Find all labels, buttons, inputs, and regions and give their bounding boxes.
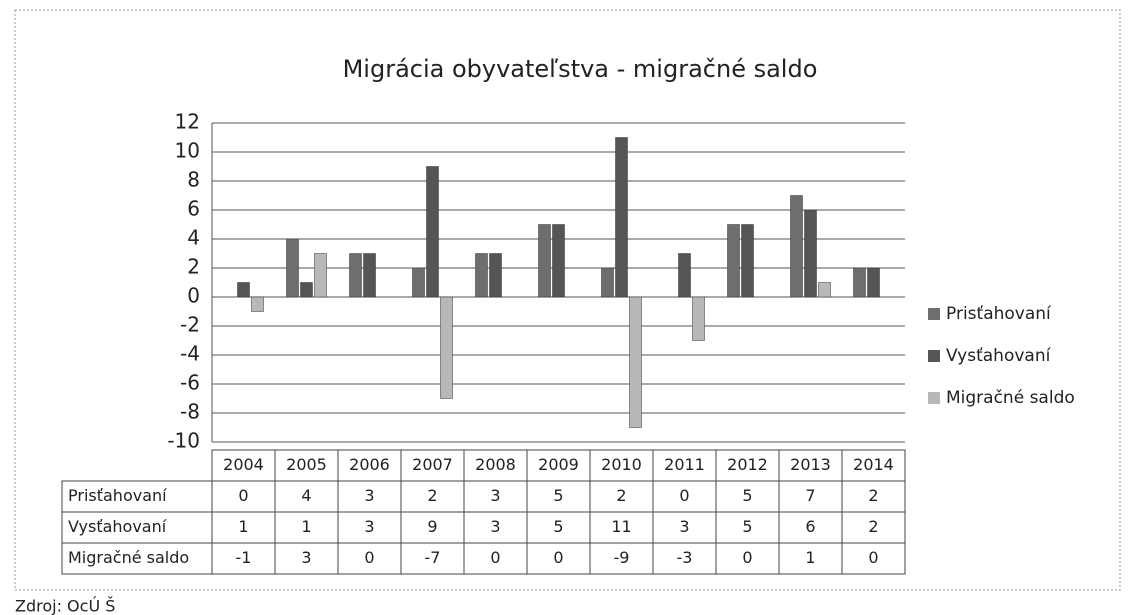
table-cell	[841, 542, 906, 575]
bar	[678, 253, 691, 298]
table-row-label: Vysťahovaní	[68, 517, 167, 536]
table-value: 0	[490, 548, 500, 567]
x-tick-label: 2010	[601, 455, 642, 474]
bar	[538, 224, 551, 298]
table-value: 6	[805, 517, 815, 536]
bar	[790, 195, 803, 298]
table-value: 0	[364, 548, 374, 567]
legend-swatch	[928, 308, 940, 320]
table-value: 1	[301, 517, 311, 536]
table-value: 4	[301, 486, 311, 505]
bar	[314, 253, 327, 298]
table-value: 2	[868, 486, 878, 505]
bar	[286, 238, 299, 298]
y-tick-label: -10	[167, 429, 200, 453]
legend-swatch	[928, 350, 940, 362]
x-tick-label: 2009	[538, 455, 579, 474]
table-value: 3	[301, 548, 311, 567]
bar	[867, 267, 880, 298]
x-tick-label: 2014	[853, 455, 894, 474]
table-value: 1	[238, 517, 248, 536]
bar	[237, 282, 250, 298]
bar	[475, 253, 488, 298]
bar	[363, 253, 376, 298]
table-value: -9	[614, 548, 630, 567]
bar	[300, 282, 313, 298]
x-tick-label: 2006	[349, 455, 390, 474]
table-value: 2	[868, 517, 878, 536]
table-value: 2	[616, 486, 626, 505]
table-value: 5	[553, 486, 563, 505]
y-tick-label: 4	[187, 226, 200, 250]
chart-title: Migrácia obyvateľstva - migračné saldo	[343, 55, 818, 83]
bar	[552, 224, 565, 298]
table-value: 0	[679, 486, 689, 505]
bar	[251, 296, 264, 312]
y-tick-label: -2	[180, 313, 200, 337]
y-tick-label: 12	[175, 110, 200, 134]
table-value: 0	[553, 548, 563, 567]
table-value: 0	[868, 548, 878, 567]
table-row-label: Migračné saldo	[68, 548, 189, 567]
table-value: 0	[238, 486, 248, 505]
x-tick-label: 2013	[790, 455, 831, 474]
table-value: 7	[805, 486, 815, 505]
chart-frame	[14, 9, 1121, 591]
bar	[692, 296, 705, 341]
x-tick-label: 2004	[223, 455, 264, 474]
table-value: 1	[805, 548, 815, 567]
table-value: -1	[236, 548, 252, 567]
legend-label: Vysťahovaní	[946, 346, 1052, 366]
legend-label: Migračné saldo	[946, 388, 1075, 408]
table-value: 5	[742, 517, 752, 536]
table-value: 3	[364, 486, 374, 505]
bar	[412, 267, 425, 298]
x-tick-label: 2012	[727, 455, 768, 474]
bar	[727, 224, 740, 298]
y-tick-label: -6	[180, 371, 200, 395]
bar	[629, 296, 642, 428]
table-value: 5	[553, 517, 563, 536]
bar	[804, 209, 817, 298]
table-value: 3	[364, 517, 374, 536]
bar	[853, 267, 866, 298]
legend-label: Prisťahovaní	[946, 304, 1052, 324]
x-tick-label: 2011	[664, 455, 705, 474]
table-value: 5	[742, 486, 752, 505]
bar	[601, 267, 614, 298]
source-note: Zdroj: OcÚ Š	[15, 597, 115, 615]
y-tick-label: -8	[180, 400, 200, 424]
y-tick-label: 0	[187, 284, 200, 308]
table-value: 9	[427, 517, 437, 536]
table-row-label: Prisťahovaní	[68, 486, 167, 505]
y-tick-label: 2	[187, 255, 200, 279]
table-value: 3	[679, 517, 689, 536]
table-value: 3	[490, 517, 500, 536]
y-tick-label: -4	[180, 342, 200, 366]
table-value: 0	[742, 548, 752, 567]
x-tick-label: 2005	[286, 455, 327, 474]
table-value: 2	[427, 486, 437, 505]
x-tick-label: 2007	[412, 455, 453, 474]
bar	[426, 166, 439, 298]
table-value: -3	[677, 548, 693, 567]
bar	[440, 296, 453, 399]
table-value: 3	[490, 486, 500, 505]
table-value: 11	[611, 517, 631, 536]
bar	[818, 282, 831, 298]
y-tick-label: 8	[187, 168, 200, 192]
bar	[349, 253, 362, 298]
bar	[615, 137, 628, 298]
table-value: -7	[425, 548, 441, 567]
legend-swatch	[928, 392, 940, 404]
y-tick-label: 10	[175, 139, 200, 163]
y-tick-label: 6	[187, 197, 200, 221]
x-tick-label: 2008	[475, 455, 516, 474]
bar	[741, 224, 754, 298]
bar	[489, 253, 502, 298]
